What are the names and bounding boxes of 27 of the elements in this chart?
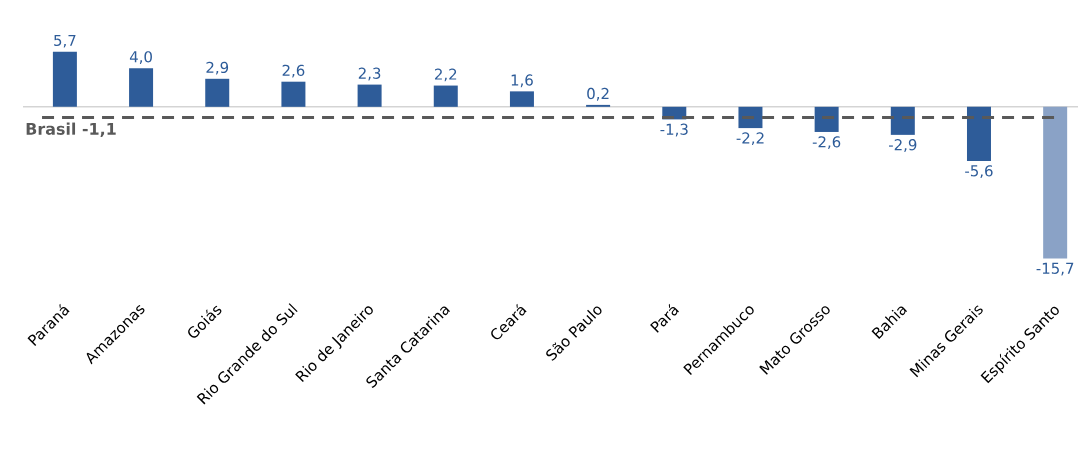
data-label: -2,2 xyxy=(736,132,764,146)
data-label: 4,0 xyxy=(129,51,152,64)
bar xyxy=(814,106,839,132)
data-label: 2,6 xyxy=(282,64,305,78)
ref-line-label: Brasil -1,1 xyxy=(26,122,116,137)
bar xyxy=(52,51,77,107)
bar xyxy=(890,106,915,135)
bar xyxy=(433,85,458,107)
data-label: 2,3 xyxy=(358,67,381,81)
bar xyxy=(738,106,763,129)
data-label: -15,7 xyxy=(1036,262,1074,276)
bar xyxy=(281,81,306,107)
data-label: -2,9 xyxy=(888,139,917,152)
data-label: 5,7 xyxy=(54,34,76,48)
data-label: -2,6 xyxy=(812,136,841,149)
bar xyxy=(509,91,534,107)
data-label: -5,6 xyxy=(965,165,993,178)
data-label: 0,2 xyxy=(587,87,609,101)
data-label: -1,3 xyxy=(660,123,688,137)
bar xyxy=(966,106,991,161)
bar xyxy=(129,68,154,107)
data-label: 1,6 xyxy=(511,74,533,88)
bar xyxy=(357,84,382,107)
bar xyxy=(205,78,230,107)
data-label: 2,2 xyxy=(434,68,457,82)
data-label: 2,9 xyxy=(206,61,229,75)
bar xyxy=(1043,106,1068,259)
